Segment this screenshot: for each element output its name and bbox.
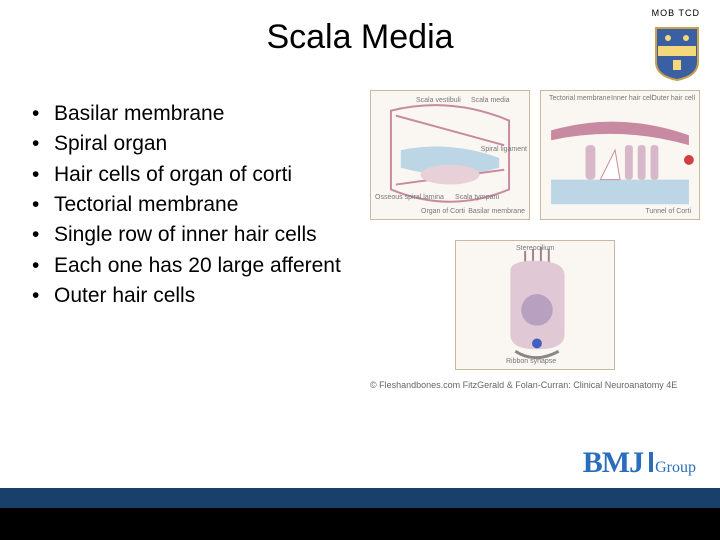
list-item: Hair cells of organ of corti bbox=[32, 161, 352, 189]
figure-organ-of-corti: Tectorial membrane Inner hair cell Outer… bbox=[540, 90, 700, 220]
fig-label: Ribbon synapse bbox=[506, 358, 556, 365]
fig-label: Spiral ligament bbox=[481, 146, 527, 153]
figure-hair-cell: Stereocilium Ribbon synapse bbox=[455, 240, 615, 370]
bullet-list: Basilar membrane Spiral organ Hair cells… bbox=[32, 100, 352, 312]
fig-label: Organ of Corti bbox=[421, 208, 465, 215]
page-title: Scala Media bbox=[0, 18, 720, 57]
logo-sub: Group bbox=[655, 459, 696, 477]
list-item: Spiral organ bbox=[32, 130, 352, 158]
fig-label: Scala tympani bbox=[455, 194, 499, 201]
fig-label: Tectorial membrane bbox=[549, 95, 610, 102]
fig-label: Scala media bbox=[471, 97, 510, 104]
list-item: Outer hair cells bbox=[32, 282, 352, 310]
fig-label: Scala vestibuli bbox=[416, 97, 461, 104]
bmj-logo: BMJ Group bbox=[583, 446, 696, 480]
footer-black bbox=[0, 508, 720, 540]
list-item: Each one has 20 large afferent bbox=[32, 252, 352, 280]
list-item: Tectorial membrane bbox=[32, 191, 352, 219]
fig-label: Basilar membrane bbox=[468, 208, 525, 215]
header-label: MOB TCD bbox=[652, 8, 700, 18]
list-item: Basilar membrane bbox=[32, 100, 352, 128]
footer-bar bbox=[0, 488, 720, 508]
figure-cochlea-section: Scala vestibuli Scala media Spiral ligam… bbox=[370, 90, 530, 220]
figure-caption: © Fleshandbones.com FitzGerald & Folan-C… bbox=[370, 380, 700, 390]
fig-label: Inner hair cell bbox=[611, 95, 653, 102]
fig-label: Stereocilium bbox=[516, 245, 555, 252]
list-item: Single row of inner hair cells bbox=[32, 221, 352, 249]
fig-label: Osseous spiral lamina bbox=[375, 194, 444, 201]
slide: MOB TCD Scala Media Basilar membrane Spi… bbox=[0, 0, 720, 540]
fig-label: Outer hair cell bbox=[651, 95, 695, 102]
logo-main: BMJ bbox=[583, 446, 643, 480]
logo-bar-icon bbox=[649, 452, 653, 472]
fig-label: Tunnel of Corti bbox=[645, 208, 691, 215]
